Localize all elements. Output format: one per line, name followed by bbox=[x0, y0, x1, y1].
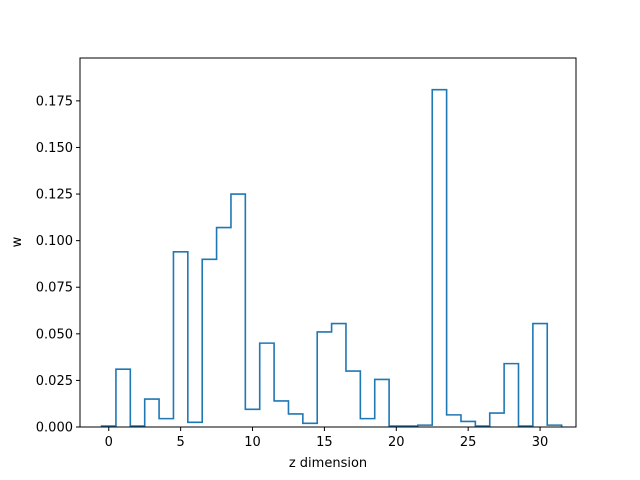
x-tick-label: 0 bbox=[105, 435, 113, 450]
histogram-bin bbox=[303, 423, 317, 427]
x-tick-label: 5 bbox=[176, 435, 184, 450]
y-axis-label: w bbox=[10, 236, 25, 247]
y-tick-label: 0.025 bbox=[36, 374, 73, 389]
y-tick-label: 0.150 bbox=[36, 141, 73, 156]
series-step-line bbox=[100, 88, 563, 427]
histogram-bin bbox=[332, 324, 346, 427]
histogram-bin bbox=[231, 194, 245, 427]
histogram-bin bbox=[145, 399, 159, 427]
histogram-bin bbox=[245, 409, 259, 427]
x-tick-label: 25 bbox=[460, 435, 477, 450]
histogram-bin bbox=[274, 401, 288, 427]
y-tick-label: 0.050 bbox=[36, 327, 73, 342]
histogram-bin bbox=[360, 419, 374, 427]
x-tick-label: 20 bbox=[388, 435, 405, 450]
plot-area bbox=[80, 58, 576, 427]
series-layer bbox=[100, 88, 563, 427]
histogram-bin bbox=[217, 228, 231, 427]
histogram-bin bbox=[260, 343, 274, 427]
histogram-bin bbox=[375, 379, 389, 427]
histogram-bin bbox=[202, 259, 216, 427]
histogram-bin bbox=[116, 369, 130, 427]
histogram-bin bbox=[159, 419, 173, 427]
x-axis: 0 5 10 15 20 25 30 bbox=[105, 427, 549, 450]
histogram-bin bbox=[447, 415, 461, 427]
y-tick-label: 0.075 bbox=[36, 281, 73, 296]
histogram-bin bbox=[461, 421, 475, 427]
histogram-bin bbox=[490, 413, 504, 427]
histogram-bin bbox=[533, 324, 547, 427]
histogram-bin bbox=[432, 90, 446, 427]
histogram-bin bbox=[173, 252, 187, 427]
histogram-bin bbox=[288, 414, 302, 427]
x-axis-label: z dimension bbox=[289, 456, 367, 471]
histogram-bin bbox=[346, 371, 360, 427]
x-tick-label: 30 bbox=[532, 435, 549, 450]
x-tick-label: 15 bbox=[316, 435, 333, 450]
plot-frame bbox=[79, 57, 577, 428]
histogram-bin bbox=[188, 422, 202, 427]
y-tick-label: 0.175 bbox=[36, 94, 73, 109]
y-tick-label: 0.125 bbox=[36, 188, 73, 203]
y-axis: 0.000 0.025 0.050 0.075 0.100 0.125 0.150 0.175 bbox=[36, 94, 80, 436]
histogram-bin bbox=[317, 332, 331, 427]
y-tick-label: 0.100 bbox=[36, 234, 73, 249]
x-tick-label: 10 bbox=[244, 435, 261, 450]
histogram-bin bbox=[504, 364, 518, 427]
y-tick-label: 0.000 bbox=[36, 421, 73, 436]
